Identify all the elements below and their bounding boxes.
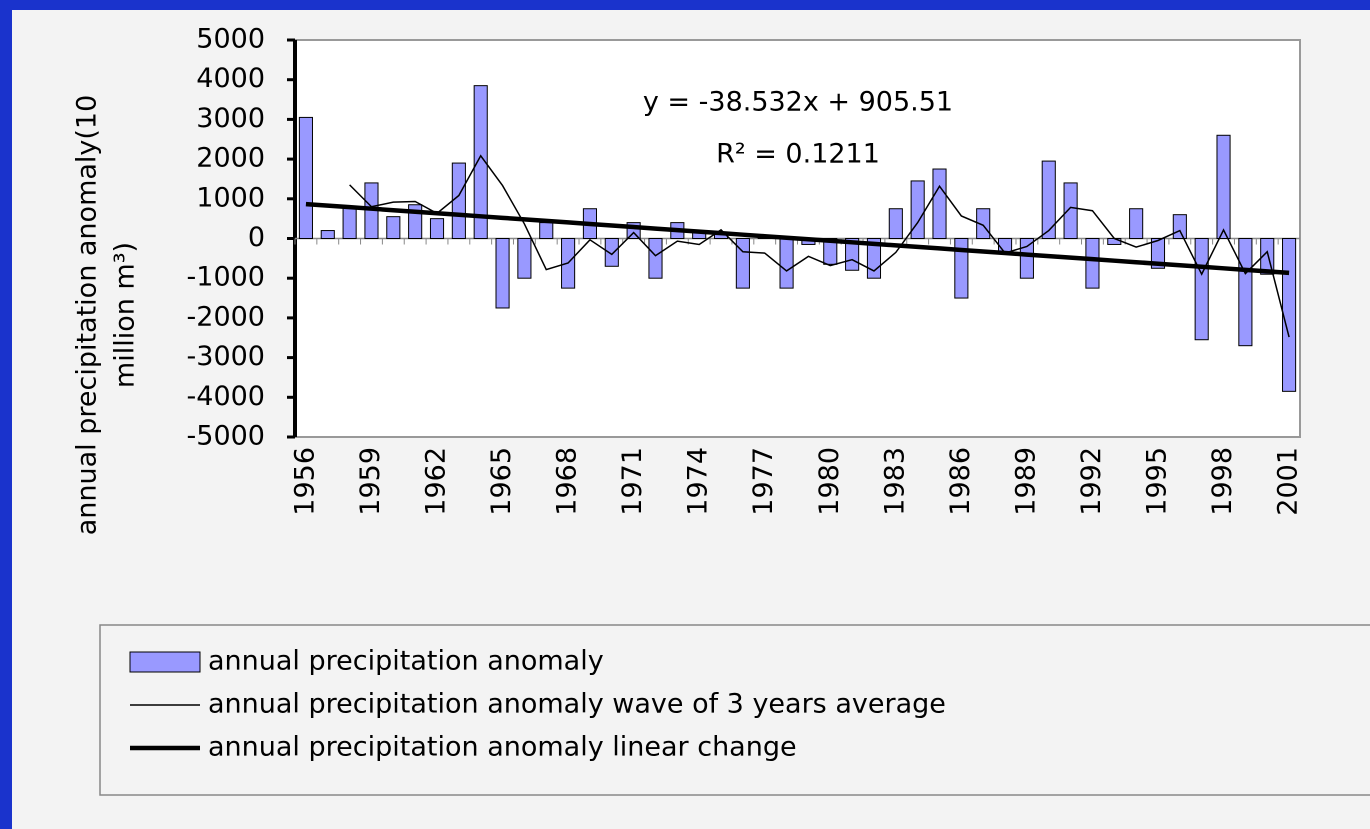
x-tick-label: 1995	[1141, 447, 1172, 516]
bar	[1216, 134, 1231, 239]
bar	[473, 85, 488, 239]
bar	[1129, 208, 1144, 240]
x-tick-label: 1998	[1207, 447, 1238, 516]
y-tick-label: -2000	[187, 301, 265, 332]
frame-top	[0, 0, 1370, 10]
x-tick-label: 1989	[1010, 447, 1041, 516]
y-axis-label: million m³)	[110, 242, 141, 388]
bar	[910, 180, 925, 239]
x-tick-label: 1986	[945, 447, 976, 516]
bar	[495, 238, 510, 309]
bar	[604, 238, 619, 267]
x-tick-label: 1962	[421, 447, 452, 516]
bar	[735, 238, 750, 289]
legend-label: annual precipitation anomaly linear chan…	[208, 732, 797, 763]
x-tick-label: 1974	[683, 447, 714, 516]
bar	[539, 222, 554, 239]
x-tick-label: 1983	[879, 447, 910, 516]
legend-label: annual precipitation anomaly	[208, 646, 604, 677]
legend-box	[99, 624, 1370, 796]
bar	[1282, 238, 1297, 392]
y-tick-label: 0	[248, 222, 265, 253]
equation: y = -38.532x + 905.51	[643, 87, 953, 118]
x-tick-label: 1992	[1076, 447, 1107, 516]
frame-left	[0, 0, 12, 829]
bar	[429, 218, 445, 239]
x-tick-label: 1980	[814, 447, 845, 516]
bar	[1107, 238, 1122, 245]
bar	[1085, 238, 1100, 289]
bar	[998, 238, 1013, 253]
bar	[954, 238, 969, 299]
bar	[386, 216, 401, 239]
bar	[1019, 238, 1034, 279]
bar	[1172, 214, 1187, 239]
y-tick-label: -4000	[187, 381, 265, 412]
y-tick-label: -3000	[187, 341, 265, 372]
y-tick-label: 1000	[196, 182, 265, 213]
y-tick-label: -1000	[187, 262, 265, 293]
x-tick-label: 1977	[748, 447, 779, 516]
y-tick-label: 5000	[196, 24, 265, 55]
line	[349, 154, 1290, 338]
bar	[932, 168, 947, 239]
y-axis-label: annual precipitation anomaly(10	[72, 95, 103, 536]
legend-swatch	[129, 651, 201, 673]
x-tick-label: 1959	[355, 447, 386, 516]
legend-label: annual precipitation anomaly wave of 3 y…	[208, 689, 946, 720]
bar	[1041, 160, 1056, 240]
y-tick-label: 4000	[196, 63, 265, 94]
bar	[1194, 238, 1209, 341]
bar	[1238, 238, 1253, 347]
bar	[517, 238, 532, 279]
y-tick-label: 3000	[196, 103, 265, 134]
bar	[342, 206, 357, 240]
bar	[823, 238, 838, 265]
bar	[1150, 238, 1166, 269]
bar	[648, 238, 663, 279]
line	[305, 201, 1290, 276]
bar	[298, 116, 313, 239]
y-tick-label: 2000	[196, 143, 265, 174]
bar	[1063, 182, 1078, 239]
y-tick-label: -5000	[187, 421, 265, 452]
bar	[976, 208, 991, 240]
x-tick-label: 1965	[486, 447, 517, 516]
bar	[888, 208, 903, 240]
bar	[845, 238, 860, 271]
x-tick-label: 1968	[552, 447, 583, 516]
x-tick-label: 2001	[1273, 447, 1304, 516]
bar	[451, 162, 466, 240]
bar	[320, 230, 335, 239]
x-tick-label: 1956	[289, 447, 320, 516]
bar	[779, 238, 794, 289]
r-squared: R² = 0.1211	[716, 139, 880, 170]
x-tick-label: 1971	[617, 447, 648, 516]
